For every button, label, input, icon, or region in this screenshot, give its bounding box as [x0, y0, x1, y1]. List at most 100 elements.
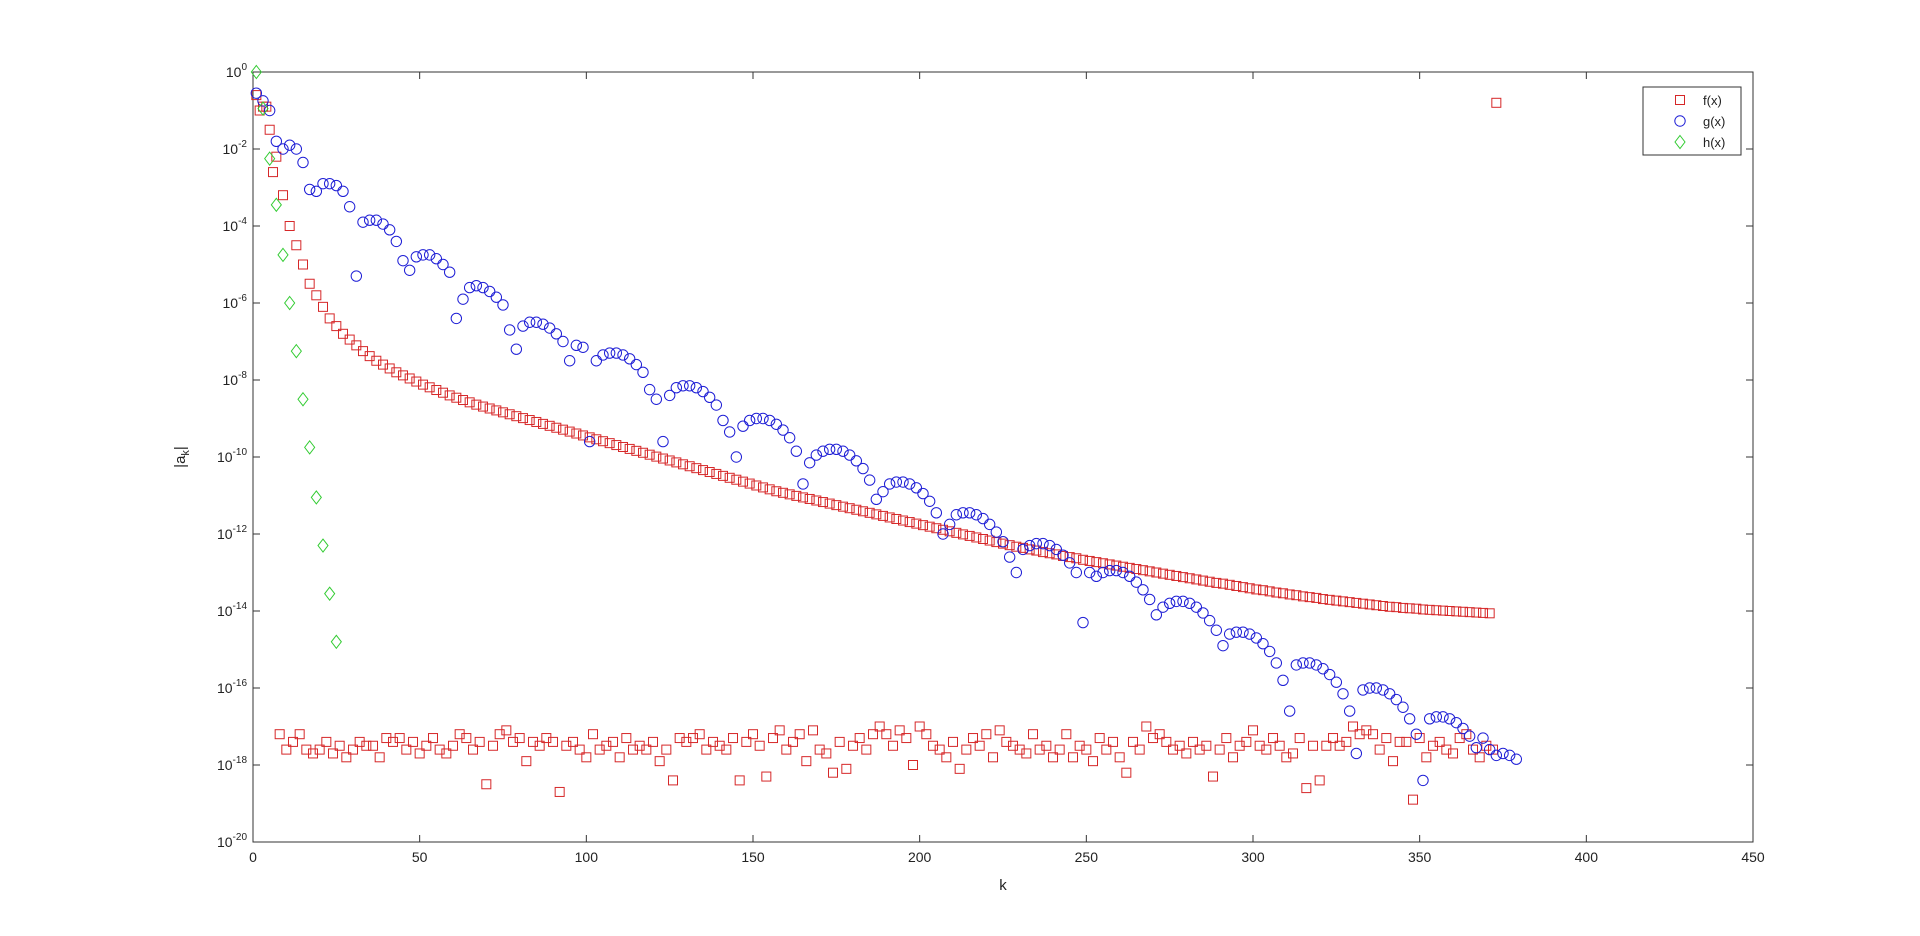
data-point: [257, 95, 269, 107]
data-point: [1510, 753, 1523, 765]
data-point: [963, 507, 976, 519]
data-point: [1268, 733, 1278, 744]
data-point: [1134, 744, 1145, 755]
x-tick-label: 150: [741, 849, 765, 865]
data-point: [997, 536, 1009, 548]
data-point: [378, 359, 388, 370]
data-point: [1350, 747, 1363, 760]
data-point: [928, 740, 938, 751]
data-point: [591, 434, 602, 445]
data-point: [1043, 539, 1056, 552]
data-point: [443, 266, 456, 278]
data-point: [1290, 659, 1303, 671]
y-tick-label: 10-18: [217, 755, 247, 773]
data-point: [1103, 564, 1116, 577]
data-point: [377, 218, 389, 230]
data-point: [554, 786, 565, 797]
data-point: [978, 534, 988, 545]
data-point: [1478, 607, 1488, 618]
data-point: [331, 321, 342, 332]
data-point: [1318, 594, 1328, 605]
data-point: [478, 401, 488, 412]
data-point: [683, 380, 696, 392]
data-point: [1070, 566, 1083, 579]
data-point: [761, 771, 772, 782]
data-point: [1177, 595, 1189, 608]
data-point: [948, 736, 958, 747]
data-point: [670, 382, 683, 394]
data-point: [281, 744, 292, 755]
data-point: [310, 185, 323, 198]
data-point: [644, 449, 655, 460]
data-point: [257, 101, 269, 116]
data-point: [498, 407, 508, 418]
data-point: [1083, 566, 1096, 579]
data-point: [1223, 628, 1236, 640]
data-point: [374, 752, 385, 763]
data-point: [861, 744, 872, 755]
data-point: [304, 278, 315, 289]
data-point: [630, 358, 643, 371]
data-point: [1258, 585, 1268, 596]
y-axis-label-text: |ak|: [172, 446, 192, 468]
data-point: [290, 343, 302, 359]
data-point: [1257, 638, 1269, 650]
data-point: [371, 355, 382, 366]
data-point: [411, 376, 422, 387]
data-point: [568, 736, 578, 747]
data-point: [544, 420, 555, 431]
data-point: [1323, 668, 1336, 681]
data-point: [1457, 722, 1469, 735]
data-point: [631, 445, 642, 456]
data-point: [270, 197, 282, 213]
data-point: [1161, 736, 1172, 747]
data-point: [398, 370, 408, 381]
data-point: [564, 426, 575, 437]
x-tick-label: 50: [412, 849, 428, 865]
data-point: [1198, 575, 1208, 586]
data-point: [334, 740, 345, 751]
data-point: [1144, 566, 1155, 577]
data-point: [778, 487, 788, 498]
data-point: [328, 748, 338, 759]
data-point: [1150, 609, 1163, 621]
data-point: [438, 387, 448, 398]
data-point: [581, 752, 592, 763]
data-point: [531, 416, 542, 427]
data-point: [317, 177, 329, 190]
data-point: [843, 449, 856, 461]
data-point: [950, 509, 963, 521]
data-point: [1311, 592, 1322, 603]
data-point: [648, 736, 658, 747]
data-point: [323, 177, 336, 190]
data-point: [518, 413, 528, 424]
data-point: [1271, 587, 1282, 598]
data-point: [534, 740, 545, 751]
data-point: [530, 316, 543, 328]
data-point: [458, 395, 468, 406]
data-point: [691, 463, 702, 474]
data-point: [394, 733, 405, 744]
data-point: [784, 489, 795, 500]
data-point: [897, 476, 909, 488]
data-point: [911, 518, 922, 529]
data-point: [468, 744, 478, 755]
data-point: [358, 346, 368, 357]
data-point: [298, 259, 308, 270]
y-axis-label-sub: k: [180, 450, 192, 456]
data-point: [1243, 628, 1256, 640]
data-point: [563, 355, 576, 367]
data-point: [1277, 674, 1289, 686]
data-point: [828, 767, 838, 778]
legend-marker: [1675, 95, 1685, 105]
data-point: [521, 756, 532, 767]
data-point: [1250, 632, 1263, 644]
data-point: [748, 729, 758, 740]
data-point: [830, 443, 843, 455]
data-point: [1484, 608, 1495, 619]
data-point: [1263, 645, 1276, 658]
data-point: [1303, 657, 1316, 669]
data-point: [263, 104, 276, 117]
data-point: [431, 385, 442, 396]
data-point: [1017, 543, 1029, 556]
